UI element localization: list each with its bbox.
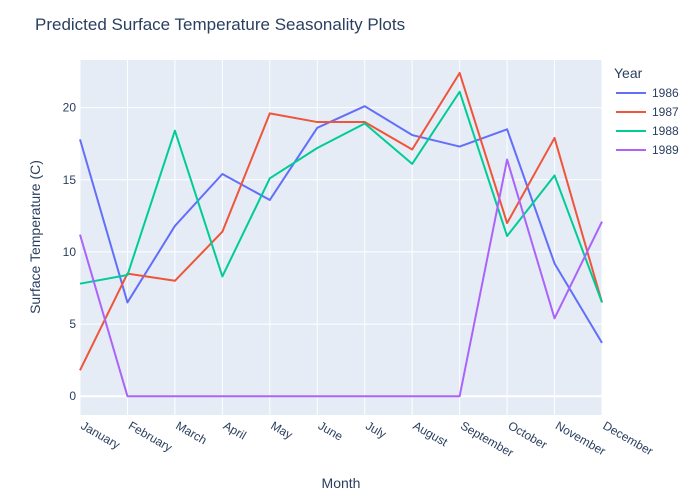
y-tick-labels: 0 5 10 15 20 xyxy=(63,101,77,404)
x-tick-label: November xyxy=(553,418,608,458)
chart-title: Predicted Surface Temperature Seasonalit… xyxy=(35,15,405,34)
x-tick-label: April xyxy=(221,418,249,442)
series-line-1989 xyxy=(79,158,603,398)
legend-title: Year xyxy=(614,65,643,81)
legend-label-1987: 1987 xyxy=(652,105,679,119)
legend: Year 1986 1987 1988 1989 xyxy=(614,65,679,157)
legend-label-1986: 1986 xyxy=(652,86,679,100)
x-tick-label: July xyxy=(363,418,388,441)
legend-label-1989: 1989 xyxy=(652,143,679,157)
y-tick-label: 5 xyxy=(69,317,76,331)
y-tick-label: 15 xyxy=(63,173,77,187)
y-tick-label: 10 xyxy=(63,245,77,259)
x-tick-label: February xyxy=(126,418,175,454)
y-tick-label: 20 xyxy=(63,101,77,115)
x-tick-label: August xyxy=(411,418,451,449)
series-line-1986 xyxy=(79,105,603,344)
x-axis-title: Month xyxy=(322,475,361,491)
series-line-1987 xyxy=(79,71,603,371)
x-tick-label: May xyxy=(268,418,295,441)
series-lines xyxy=(79,71,603,398)
x-tick-label: June xyxy=(316,418,346,443)
x-tick-label: December xyxy=(601,418,656,458)
x-tick-label: September xyxy=(458,418,516,459)
x-tick-label: March xyxy=(173,418,209,447)
series-line-1988 xyxy=(79,90,603,303)
x-tick-label: January xyxy=(79,418,123,451)
y-axis-title: Surface Temperature (C) xyxy=(27,160,43,314)
y-tick-label: 0 xyxy=(69,389,76,403)
plot-background xyxy=(80,60,602,415)
legend-label-1988: 1988 xyxy=(652,124,679,138)
